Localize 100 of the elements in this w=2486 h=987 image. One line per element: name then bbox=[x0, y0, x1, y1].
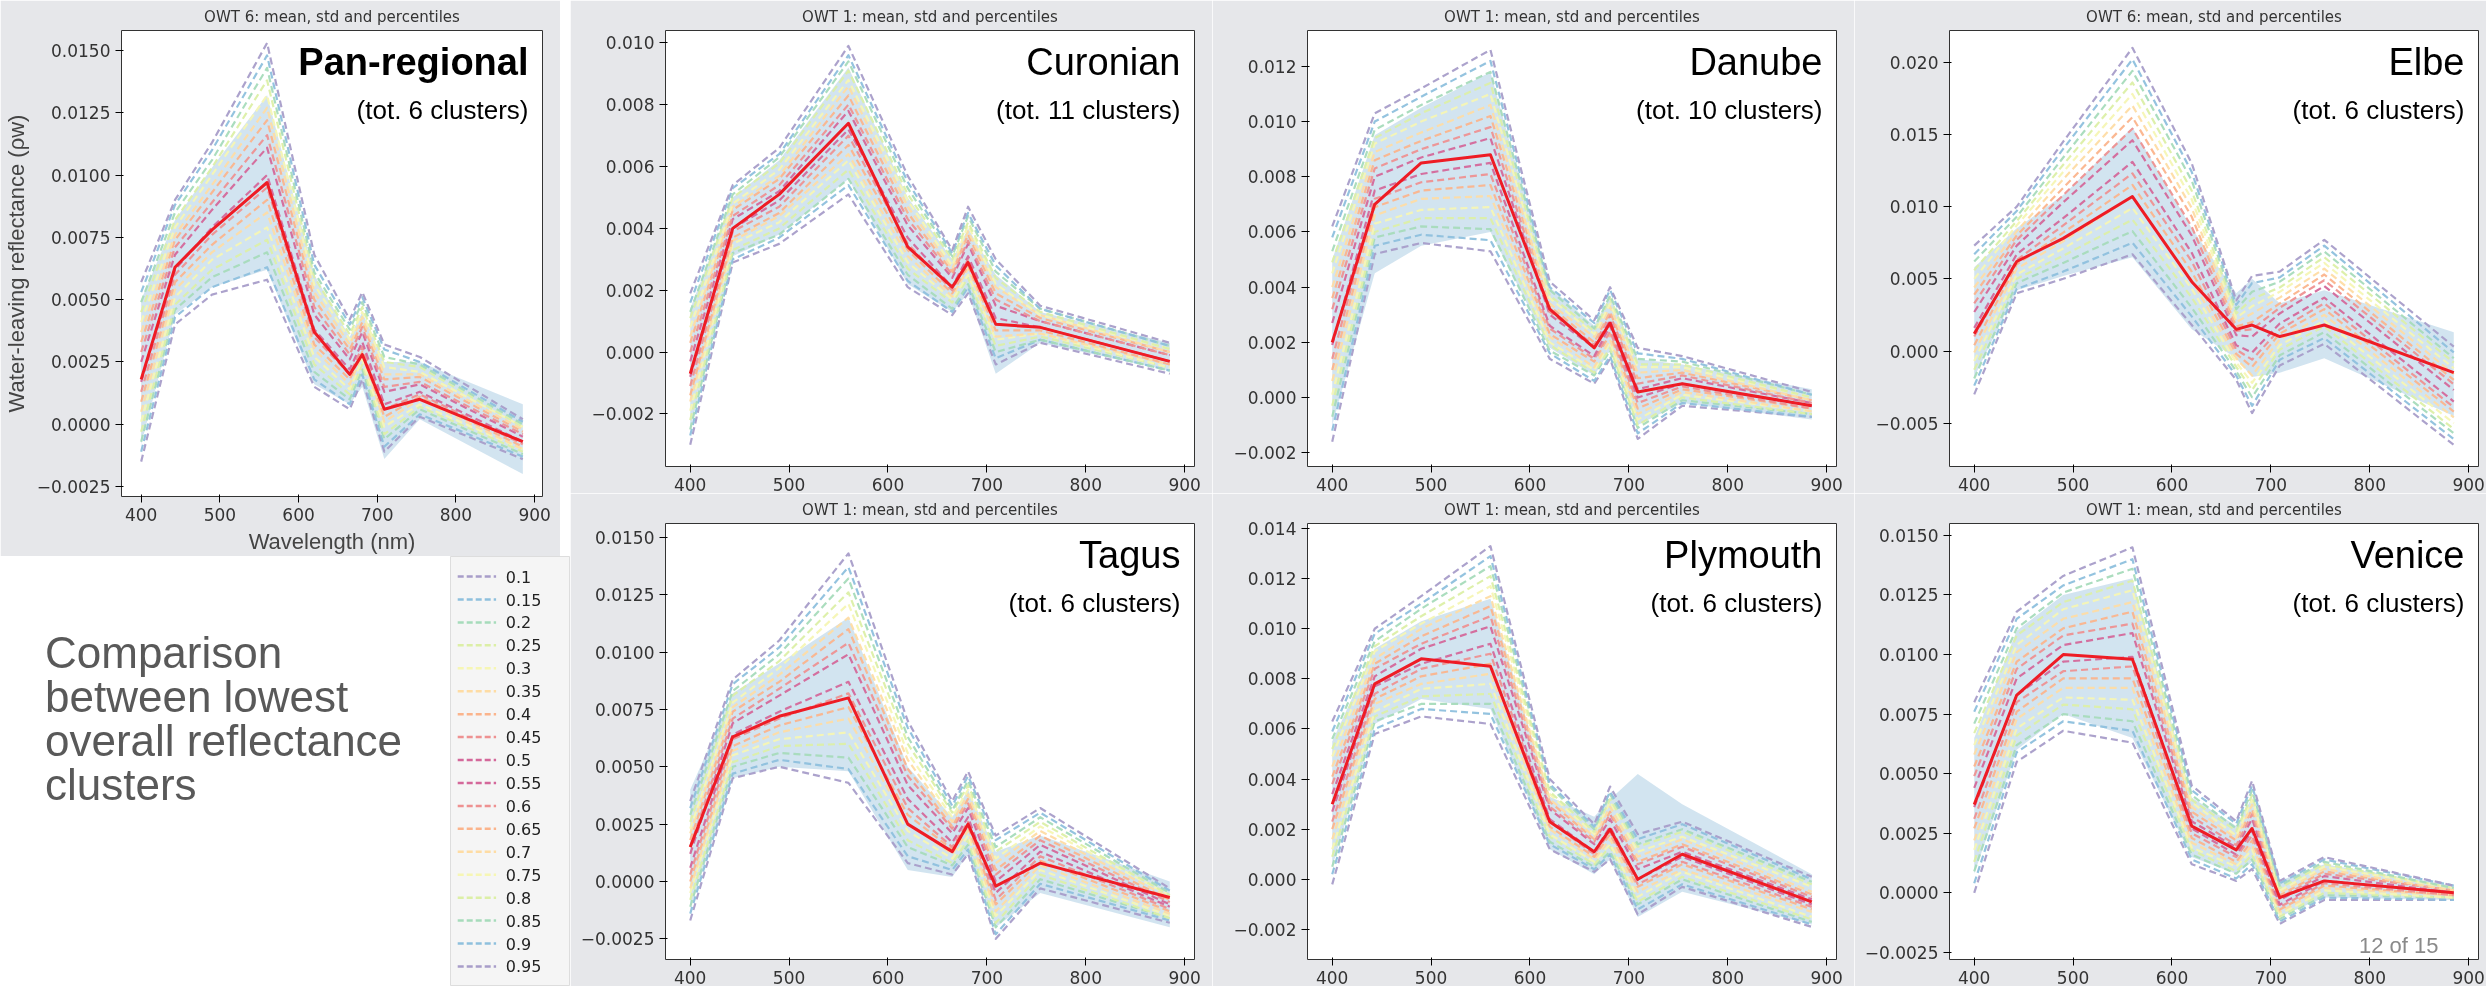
annotation: Pan-regional bbox=[298, 40, 529, 83]
x-tick-label: 700 bbox=[1612, 967, 1646, 987]
y-tick-label: 0.0025 bbox=[595, 814, 655, 835]
y-tick-label: 0.0100 bbox=[1879, 645, 1939, 666]
legend-label: 0.15 bbox=[505, 590, 542, 610]
y-tick-label: 0.000 bbox=[1247, 869, 1297, 890]
y-tick-label: 0.012 bbox=[1247, 56, 1297, 77]
x-tick-label: 500 bbox=[1414, 474, 1448, 495]
x-tick-label: 800 bbox=[2353, 967, 2386, 987]
x-tick-label: 800 bbox=[2353, 474, 2386, 495]
y-tick-label: 0.0050 bbox=[1879, 764, 1939, 785]
annotation: (tot. 6 clusters) bbox=[1650, 587, 1823, 618]
x-tick-label: 700 bbox=[1612, 474, 1646, 495]
x-tick-label: 500 bbox=[203, 504, 237, 525]
y-tick-label: 0.0075 bbox=[595, 699, 655, 720]
y-tick-label: 0.004 bbox=[1247, 277, 1297, 298]
y-tick-label: 0.0100 bbox=[595, 642, 655, 663]
y-tick-label: 0.010 bbox=[1247, 112, 1297, 133]
y-tick-label: 0.010 bbox=[1247, 619, 1297, 640]
y-tick-label: 0.005 bbox=[1889, 269, 1939, 290]
x-tick-label: 800 bbox=[1711, 967, 1744, 987]
y-tick-label: 0.0150 bbox=[51, 40, 111, 61]
y-tick-label: 0.0025 bbox=[51, 352, 111, 373]
y-tick-label: 0.0075 bbox=[51, 227, 111, 248]
y-tick-label: −0.002 bbox=[591, 404, 655, 425]
legend-label: 0.95 bbox=[505, 957, 542, 977]
x-tick-label: 600 bbox=[871, 967, 905, 987]
annotation: (tot. 6 clusters) bbox=[2292, 587, 2465, 618]
y-tick-label: 0.006 bbox=[1247, 222, 1297, 243]
y-tick-label: 0.002 bbox=[1247, 819, 1297, 840]
x-tick-label: 900 bbox=[1168, 474, 1201, 495]
legend-label: 0.45 bbox=[505, 728, 542, 748]
x-tick-label: 600 bbox=[2155, 967, 2189, 987]
x-tick-label: 400 bbox=[1316, 967, 1349, 987]
chart-title: OWT 1: mean, std and percentiles bbox=[802, 7, 1059, 26]
legend-label: 0.6 bbox=[505, 796, 532, 816]
chart-title: OWT 1: mean, std and percentiles bbox=[2086, 500, 2343, 519]
chart-title: OWT 1: mean, std and percentiles bbox=[802, 500, 1059, 519]
x-tick-label: 700 bbox=[970, 474, 1004, 495]
annotation: Danube bbox=[1689, 40, 1823, 83]
y-tick-label: 0.014 bbox=[1247, 519, 1297, 540]
x-tick-label: 900 bbox=[1810, 967, 1843, 987]
x-tick-label: 400 bbox=[1316, 474, 1349, 495]
chart-title: OWT 1: mean, std and percentiles bbox=[1444, 7, 1701, 26]
x-tick-label: 600 bbox=[2155, 474, 2189, 495]
annotation: Venice bbox=[2350, 533, 2465, 576]
x-tick-label: 400 bbox=[674, 474, 707, 495]
y-tick-label: 0.0125 bbox=[51, 103, 111, 124]
annotation: (tot. 6 clusters) bbox=[356, 94, 529, 125]
y-tick-label: −0.0025 bbox=[580, 929, 655, 950]
x-tick-label: 500 bbox=[772, 474, 806, 495]
x-tick-label: 900 bbox=[1810, 474, 1843, 495]
legend-label: 0.1 bbox=[505, 567, 532, 587]
legend-label: 0.2 bbox=[505, 613, 532, 633]
y-tick-label: 0.0075 bbox=[1879, 704, 1939, 725]
x-tick-label: 800 bbox=[1069, 967, 1102, 987]
x-tick-label: 600 bbox=[871, 474, 905, 495]
y-tick-label: 0.002 bbox=[1247, 332, 1297, 353]
x-tick-label: 500 bbox=[1414, 967, 1448, 987]
y-tick-label: −0.002 bbox=[1233, 919, 1297, 940]
x-tick-label: 900 bbox=[518, 504, 551, 525]
y-tick-label: 0.010 bbox=[1889, 197, 1939, 218]
legend-label: 0.9 bbox=[505, 934, 532, 954]
y-tick-label: 0.015 bbox=[1889, 124, 1939, 145]
y-tick-label: 0.0000 bbox=[51, 414, 111, 435]
y-tick-label: 0.0100 bbox=[51, 165, 111, 186]
annotation: (tot. 6 clusters) bbox=[1008, 587, 1181, 618]
text: Comparison between lowest overall reflectance clusters bbox=[45, 628, 404, 809]
legend-label: 0.3 bbox=[505, 659, 532, 679]
y-tick-label: 0.002 bbox=[605, 280, 655, 301]
y-tick-label: 0.004 bbox=[605, 218, 655, 239]
x-tick-label: 600 bbox=[282, 504, 315, 525]
y-tick-label: 0.0150 bbox=[1879, 525, 1939, 546]
x-axis-title: Wavelength (nm) bbox=[248, 528, 416, 554]
legend-label: 0.35 bbox=[505, 682, 542, 702]
y-tick-label: −0.0025 bbox=[1864, 942, 1939, 963]
x-tick-label: 500 bbox=[2056, 474, 2090, 495]
x-tick-label: 600 bbox=[1513, 967, 1547, 987]
x-tick-label: 500 bbox=[2056, 967, 2090, 987]
annotation: Curonian bbox=[1026, 40, 1181, 83]
y-tick-label: 0.000 bbox=[605, 342, 655, 363]
x-tick-label: 400 bbox=[1958, 967, 1991, 987]
x-tick-label: 700 bbox=[2254, 474, 2288, 495]
annotation: (tot. 10 clusters) bbox=[1636, 94, 1823, 125]
y-tick-label: 0.0000 bbox=[595, 871, 655, 892]
legend-label: 0.85 bbox=[505, 911, 542, 931]
y-tick-label: −0.005 bbox=[1875, 413, 1939, 434]
x-tick-label: 400 bbox=[124, 504, 158, 525]
y-tick-label: 0.006 bbox=[605, 157, 655, 178]
annotation: Tagus bbox=[1079, 533, 1181, 576]
x-tick-label: 600 bbox=[1513, 474, 1547, 495]
legend-label: 0.65 bbox=[505, 819, 542, 839]
y-tick-label: 0.008 bbox=[1247, 167, 1297, 188]
annotation: (tot. 11 clusters) bbox=[996, 94, 1181, 125]
chart-title: OWT 1: mean, std and percentiles bbox=[1444, 500, 1701, 519]
y-tick-label: 0.0000 bbox=[1879, 883, 1939, 904]
y-tick-label: 0.0150 bbox=[595, 527, 655, 548]
x-tick-label: 800 bbox=[1069, 474, 1102, 495]
annotation: Plymouth bbox=[1664, 533, 1823, 576]
y-tick-label: 0.000 bbox=[1247, 388, 1297, 409]
